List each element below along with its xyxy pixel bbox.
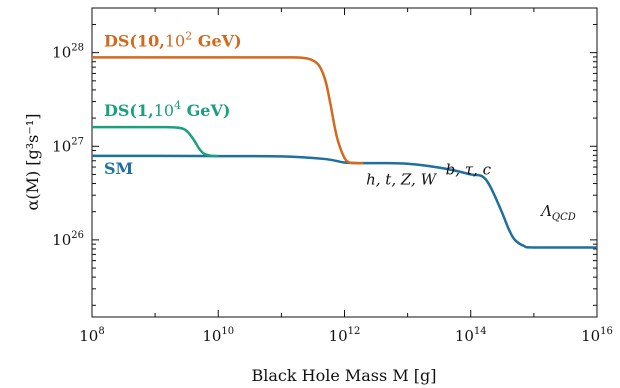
x-tick-label: 1012	[329, 326, 361, 345]
annotation-label: h, t, Z, W	[366, 171, 437, 189]
y-tick-label: 1026	[52, 230, 84, 249]
annotations: h, t, Z, W b, τ, c ΛQCD	[366, 160, 576, 223]
annotation-label: b, τ, c	[446, 160, 492, 178]
series-line-ds-10	[91, 56, 364, 165]
x-axis-title: Black Hole Mass M [g]	[251, 366, 436, 385]
series-label-ds-10: DS(10,102 GeV)	[104, 29, 242, 50]
series-line-ds-1	[91, 125, 219, 158]
x-tick-label: 1014	[455, 326, 487, 345]
series-label-sm: SM	[104, 159, 133, 178]
x-tick-label: 1010	[202, 326, 234, 345]
x-tick-label: 108	[79, 326, 104, 345]
y-tick-label: 1027	[52, 136, 84, 155]
y-axis-title: α(M) [g³s⁻¹]	[23, 114, 42, 211]
y-tick-label: 1028	[52, 43, 84, 62]
annotation-label: ΛQCD	[539, 202, 576, 223]
x-tick-label: 1016	[581, 326, 613, 345]
series-labels: SM DS(1,104 GeV) DS(10,102 GeV)	[104, 29, 242, 177]
axis-ticks: 108 1010 1012 1014 1016 1026 1027 1028	[52, 7, 613, 345]
series-label-ds-1: DS(1,104 GeV)	[104, 99, 230, 120]
series-lines	[91, 56, 598, 249]
series-line-sm	[91, 154, 598, 249]
